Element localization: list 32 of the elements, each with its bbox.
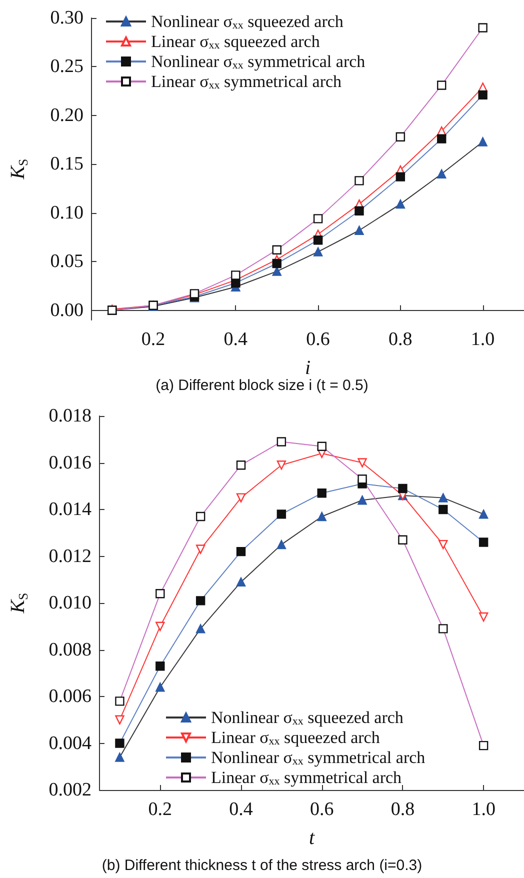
y-axis-title: KS: [7, 592, 30, 614]
y-tick-label: 0.30: [50, 8, 84, 28]
x-tick-label: 1.0: [472, 799, 496, 820]
y-tick-label: 0.25: [50, 56, 84, 78]
y-tick-label: 0.10: [50, 202, 84, 224]
y-axis-title: KS: [7, 158, 30, 180]
y-tick-label: 0.016: [48, 452, 92, 474]
x-tick-label: 0.4: [224, 329, 248, 350]
y-tick-label: 0.018: [48, 406, 92, 426]
x-axis-title: t: [308, 827, 315, 849]
x-tick-label: 0.8: [390, 799, 415, 820]
y-tick-label: 0.15: [50, 154, 84, 175]
x-tick-label: 1.0: [470, 329, 495, 350]
y-tick-label: 0.00: [50, 300, 84, 321]
y-tick-label: 0.010: [48, 592, 92, 614]
x-tick-label: 0.4: [229, 799, 254, 820]
y-tick-label: 0.002: [48, 780, 92, 800]
x-axis-title: i: [304, 357, 311, 379]
y-tick-label: 0.012: [48, 546, 92, 567]
text: (a) Different block size i (t = 0.5): [156, 377, 368, 394]
x-tick-label: 0.8: [388, 329, 412, 350]
x-tick-label: 0.6: [310, 799, 334, 820]
y-tick-label: 0.05: [50, 251, 84, 272]
y-tick-label: 0.014: [48, 499, 92, 520]
x-tick-label: 0.2: [141, 329, 166, 350]
x-tick-label: 0.2: [148, 799, 172, 820]
y-tick-label: 0.004: [48, 732, 92, 754]
y-tick-label: 0.006: [48, 686, 92, 707]
x-tick-label: 0.6: [306, 329, 330, 350]
y-tick-label: 0.008: [48, 639, 92, 660]
text: (b) Different thickness t of the stress arch (i=0.3): [102, 857, 422, 874]
y-tick-label: 0.20: [50, 104, 84, 126]
